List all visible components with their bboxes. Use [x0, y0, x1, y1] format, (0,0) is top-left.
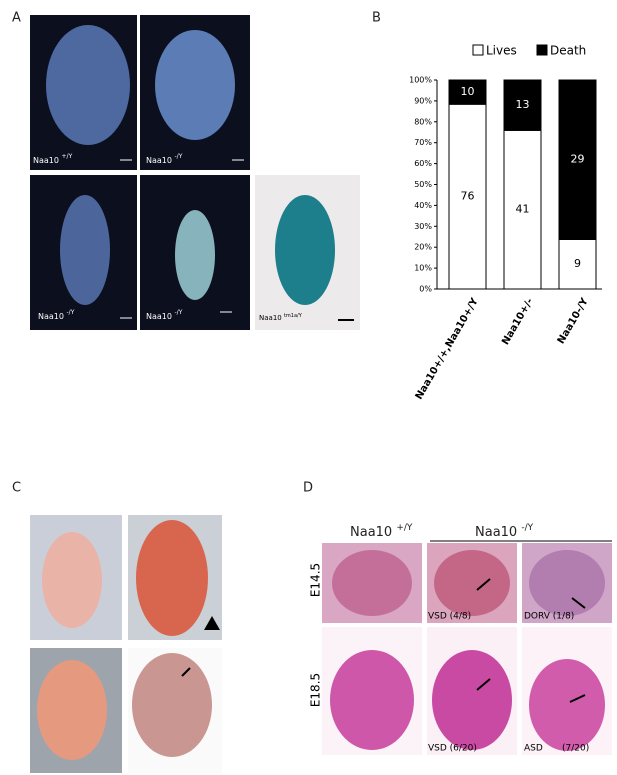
stacked-bar-chart: Lives Death 0% 10% 20% 30% 40% 50% 60% 70% 80% 90% 1… [409, 44, 602, 402]
bar-count: 9 [574, 257, 581, 270]
y-tick-label: 70% [414, 138, 432, 147]
legend-swatch [536, 44, 548, 56]
gene: Naa10 [350, 525, 392, 540]
legend-label: Death [550, 44, 586, 58]
panel-label: C [12, 481, 21, 496]
panel-d-photos [322, 543, 612, 755]
column-header: Naa10 +/Y [350, 523, 413, 540]
image-label: Naa10 tm1a/Y [259, 313, 303, 323]
panel-c-photos [30, 515, 222, 773]
caption: ASD [524, 744, 543, 754]
column-header: Naa10 -/Y [475, 523, 534, 540]
genotype: +/Y [396, 523, 413, 533]
x-tick-label: Naa10+/+,Naa10+/Y [414, 296, 481, 402]
y-tick-label: 10% [414, 264, 432, 273]
gene: Naa10 [146, 312, 172, 321]
caption: (7/20) [562, 744, 589, 754]
y-tick-label: 30% [414, 222, 432, 231]
bar-segment [448, 103, 487, 290]
image-label: Naa10 -/Y [146, 153, 183, 165]
y-tick-label: 0% [419, 285, 432, 294]
panel-label: B [372, 11, 381, 26]
y-tick-label: 40% [414, 201, 432, 210]
bar-count: 13 [516, 98, 530, 111]
y-tick-label: 100% [409, 76, 432, 85]
caption: VSD (4/8) [428, 612, 471, 622]
genotype: -/Y [67, 309, 75, 316]
genotype: tm1a/Y [284, 313, 303, 319]
caption: DORV (1/8) [524, 612, 574, 622]
genotype: +/Y [62, 153, 73, 160]
bar-count: 29 [571, 153, 585, 166]
bar-count: 41 [516, 203, 530, 216]
panel-label: D [303, 481, 313, 496]
bar-segment [503, 79, 542, 131]
image-label: Naa10 -/Y [146, 309, 183, 321]
panel-a-photos [30, 15, 360, 330]
row-label: E14.5 [309, 563, 323, 597]
y-tick-label: 20% [414, 243, 432, 252]
x-tick-label: Naa10+/- [500, 297, 536, 348]
bar-count: 76 [461, 190, 475, 203]
legend-swatch [472, 44, 484, 56]
y-tick-label: 80% [414, 117, 432, 126]
bar-segment [503, 129, 542, 290]
y-tick-label: 60% [414, 159, 432, 168]
gene: Naa10 [33, 156, 59, 165]
gene: Naa10 [475, 525, 517, 540]
panel-label: A [12, 11, 21, 26]
image-label: Naa10 -/Y [38, 309, 75, 321]
row-label: E18.5 [309, 673, 323, 707]
gene: Naa10 [38, 312, 64, 321]
genotype: -/Y [175, 153, 183, 160]
gene: Naa10 [146, 156, 172, 165]
x-tick-label: Naa10-/Y [556, 296, 591, 346]
legend-label: Lives [486, 44, 517, 58]
bar-count: 10 [461, 85, 475, 98]
bar-segment [558, 79, 597, 240]
y-tick-label: 90% [414, 96, 432, 105]
image-label: Naa10 +/Y [33, 153, 73, 165]
caption: VSD (6/20) [428, 744, 477, 754]
y-tick-label: 50% [414, 180, 432, 189]
genotype: -/Y [175, 309, 183, 316]
gene: Naa10 [259, 314, 282, 322]
genotype: -/Y [521, 523, 533, 533]
bar-segment [448, 79, 487, 105]
